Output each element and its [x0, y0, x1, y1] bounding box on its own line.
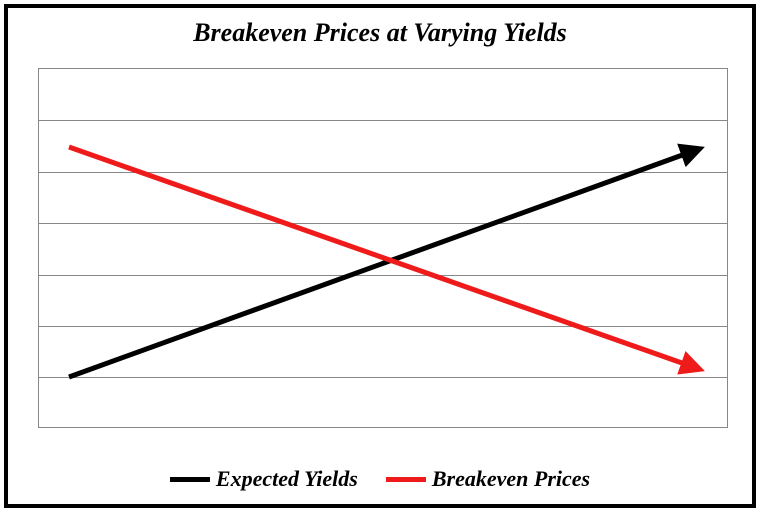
legend: Expected Yields Breakeven Prices	[8, 466, 752, 492]
plot-area	[38, 68, 728, 428]
chart-frame: Breakeven Prices at Varying Yields Expec…	[4, 4, 756, 508]
chart-title: Breakeven Prices at Varying Yields	[8, 18, 752, 48]
legend-item-expected-yields: Expected Yields	[170, 466, 358, 492]
legend-label: Breakeven Prices	[432, 466, 590, 492]
legend-item-breakeven-prices: Breakeven Prices	[386, 466, 590, 492]
chart-lines	[39, 69, 727, 427]
legend-swatch	[386, 477, 426, 482]
legend-swatch	[170, 477, 210, 482]
series-line-expected-yields	[69, 149, 699, 377]
legend-label: Expected Yields	[216, 466, 358, 492]
series-line-breakeven-prices	[69, 147, 699, 369]
